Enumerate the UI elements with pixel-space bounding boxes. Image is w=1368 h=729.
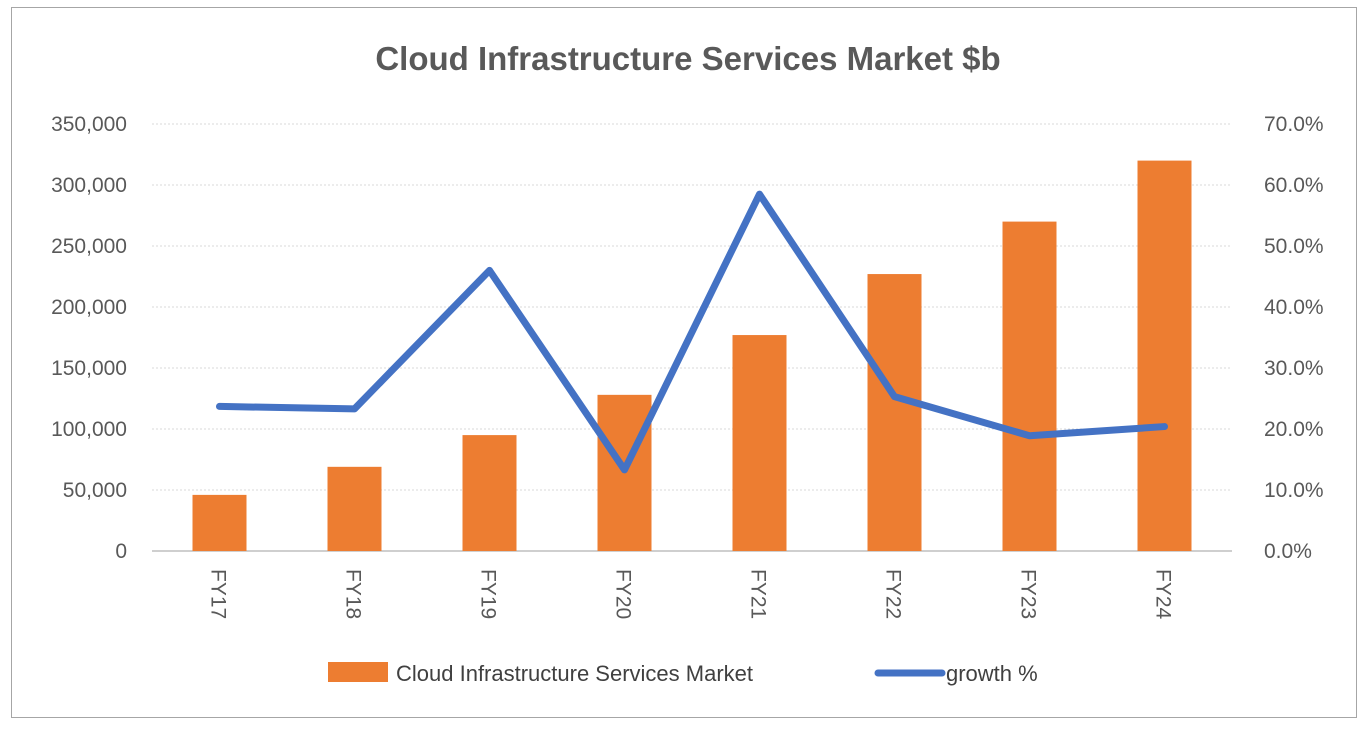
- right-axis-ticks: 0.0% 10.0% 20.0% 30.0% 40.0% 50.0% 60.0% 70.0%: [1264, 113, 1324, 563]
- left-tick-label: 200,000: [51, 296, 127, 319]
- category-label: FY18: [342, 569, 365, 619]
- right-tick-label: 60.0%: [1264, 174, 1324, 197]
- category-label: FY23: [1017, 569, 1040, 619]
- right-tick-label: 10.0%: [1264, 479, 1324, 502]
- left-tick-label: 100,000: [51, 418, 127, 441]
- chart-title: Cloud Infrastructure Services Market $b: [375, 40, 1000, 77]
- category-label: FY22: [882, 569, 905, 619]
- right-tick-label: 20.0%: [1264, 418, 1324, 441]
- legend: Cloud Infrastructure Services Market gro…: [328, 661, 1038, 686]
- bar: [732, 335, 787, 551]
- category-label: FY24: [1152, 569, 1175, 620]
- x-axis-ticks: FY17 FY18 FY19 FY20 FY21 FY22 FY23 FY24: [207, 569, 1175, 620]
- category-label: FY19: [477, 569, 500, 619]
- right-tick-label: 50.0%: [1264, 235, 1324, 258]
- left-tick-label: 50,000: [63, 479, 127, 502]
- left-tick-label: 350,000: [51, 113, 127, 136]
- legend-label-line: growth %: [946, 661, 1038, 686]
- right-tick-label: 70.0%: [1264, 113, 1324, 136]
- bar: [867, 274, 922, 551]
- bar-series: [192, 160, 1192, 551]
- right-tick-label: 40.0%: [1264, 296, 1324, 319]
- left-tick-label: 250,000: [51, 235, 127, 258]
- bar: [1137, 160, 1192, 551]
- left-axis-ticks: 0 50,000 100,000 150,000 200,000 250,000 300,0…: [51, 113, 127, 563]
- legend-label-bar: Cloud Infrastructure Services Market: [396, 661, 753, 686]
- category-label: FY17: [207, 569, 230, 619]
- legend-swatch-bar: [328, 662, 388, 682]
- left-tick-label: 300,000: [51, 174, 127, 197]
- left-tick-label: 0: [115, 540, 127, 563]
- line-series: [216, 190, 1168, 474]
- bar: [1002, 221, 1057, 551]
- right-tick-label: 30.0%: [1264, 357, 1324, 380]
- category-label: FY21: [747, 569, 770, 619]
- chart-frame: [11, 7, 1357, 718]
- left-tick-label: 150,000: [51, 357, 127, 380]
- bar: [192, 494, 247, 551]
- right-tick-label: 0.0%: [1264, 540, 1312, 563]
- bar: [327, 466, 382, 551]
- category-label: FY20: [612, 569, 635, 619]
- bar: [462, 435, 517, 551]
- growth-line: [216, 190, 1168, 474]
